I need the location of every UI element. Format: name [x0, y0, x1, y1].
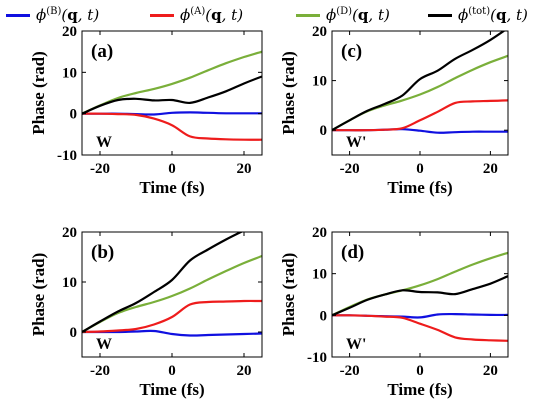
- corner-label: W: [96, 336, 112, 353]
- legend-label-tot: ϕ(tot)(q, t): [458, 6, 528, 24]
- legend-label-a: ϕ(A)(q, t): [180, 6, 244, 24]
- y-axis-label: Phase (rad): [29, 51, 48, 135]
- y-tick-label: 10: [312, 74, 327, 90]
- y-tick-label: 20: [312, 24, 327, 40]
- legend-item-tot: ϕ(tot)(q, t): [428, 4, 528, 26]
- y-tick-label: 10: [62, 65, 77, 81]
- x-axis-label: Time (fs): [387, 380, 452, 399]
- y-axis-label: Phase (rad): [279, 253, 298, 337]
- panel-label: (c): [341, 41, 362, 62]
- x-tick-label: 20: [483, 161, 498, 177]
- series-line-b: [82, 329, 262, 337]
- series-line-a: [82, 112, 262, 141]
- legend-label-d: ϕ(D)(q, t): [326, 6, 390, 24]
- y-tick-label: 0: [70, 325, 78, 341]
- panel-c: -20 0 20 0 10 20 Time (fs) Phase (rad) (c) W': [279, 24, 509, 197]
- y-axis-label: Phase (rad): [29, 253, 48, 337]
- x-tick-label: -20: [90, 161, 110, 177]
- y-tick-label: 20: [62, 24, 77, 40]
- x-tick-label: 20: [237, 161, 252, 177]
- series-line-d: [332, 54, 508, 132]
- legend-label-b: ϕ(B)(q, t): [36, 6, 100, 24]
- legend-swatch-tot: [428, 13, 452, 17]
- x-tick-label: 0: [168, 161, 176, 177]
- series-line-tot: [332, 275, 508, 317]
- x-tick-label: 0: [168, 363, 176, 379]
- x-axis-label: Time (fs): [139, 178, 204, 197]
- legend-item-d: ϕ(D)(q, t): [296, 4, 390, 26]
- corner-label: W: [96, 134, 112, 151]
- y-tick-label: -10: [57, 148, 77, 164]
- y-tick-label: 0: [320, 123, 328, 139]
- x-tick-label: 20: [483, 363, 498, 379]
- y-tick-label: 10: [62, 275, 77, 291]
- y-tick-label: 20: [62, 225, 77, 241]
- series-line-tot: [82, 75, 262, 115]
- x-tick-label: 0: [416, 363, 424, 379]
- y-tick-label: 20: [312, 225, 327, 241]
- series-line-tot: [332, 31, 506, 132]
- panel-label: (b): [91, 242, 114, 263]
- x-tick-label: -20: [340, 161, 360, 177]
- y-tick-label: 10: [312, 267, 327, 283]
- corner-label: W': [346, 336, 366, 353]
- x-axis-label: Time (fs): [139, 380, 204, 399]
- y-tick-label: 0: [320, 308, 328, 324]
- x-axis-label: Time (fs): [387, 178, 452, 197]
- panel-label: (d): [341, 242, 364, 263]
- x-tick-label: 20: [237, 363, 252, 379]
- x-tick-label: 0: [416, 161, 424, 177]
- y-tick-label: 0: [70, 107, 78, 123]
- legend-item-b: ϕ(B)(q, t): [6, 4, 99, 26]
- series-line-a: [332, 99, 508, 132]
- series-line-d: [82, 50, 262, 115]
- corner-label: W': [346, 134, 366, 151]
- panel-b: -20 0 20 0 10 20 Time (fs) Phase (rad) (b) W: [29, 225, 263, 399]
- x-tick-label: -20: [90, 363, 110, 379]
- y-tick-label: -10: [307, 350, 327, 366]
- legend-swatch-b: [6, 13, 30, 17]
- legend-swatch-a: [150, 13, 174, 17]
- legend-swatch-d: [296, 13, 320, 17]
- series-line-a: [332, 314, 508, 342]
- panel-d: -20 0 20 -10 0 10 20 Time (fs) Phase (rad) (d) W': [279, 225, 509, 399]
- panel-label: (a): [91, 41, 113, 62]
- legend-item-a: ϕ(A)(q, t): [150, 4, 243, 26]
- series-line-tot: [82, 232, 244, 333]
- x-tick-label: -20: [340, 363, 360, 379]
- y-axis-label: Phase (rad): [279, 51, 298, 135]
- legend: ϕ(B)(q, t) ϕ(A)(q, t) ϕ(D)(q, t) ϕ(tot)(…: [0, 0, 560, 34]
- series-line-d: [82, 254, 262, 333]
- series-line-a: [82, 299, 262, 334]
- panel-a: -20 0 20 -10 0 10 20 Time (fs) Phase (rad) (a) W: [29, 24, 263, 197]
